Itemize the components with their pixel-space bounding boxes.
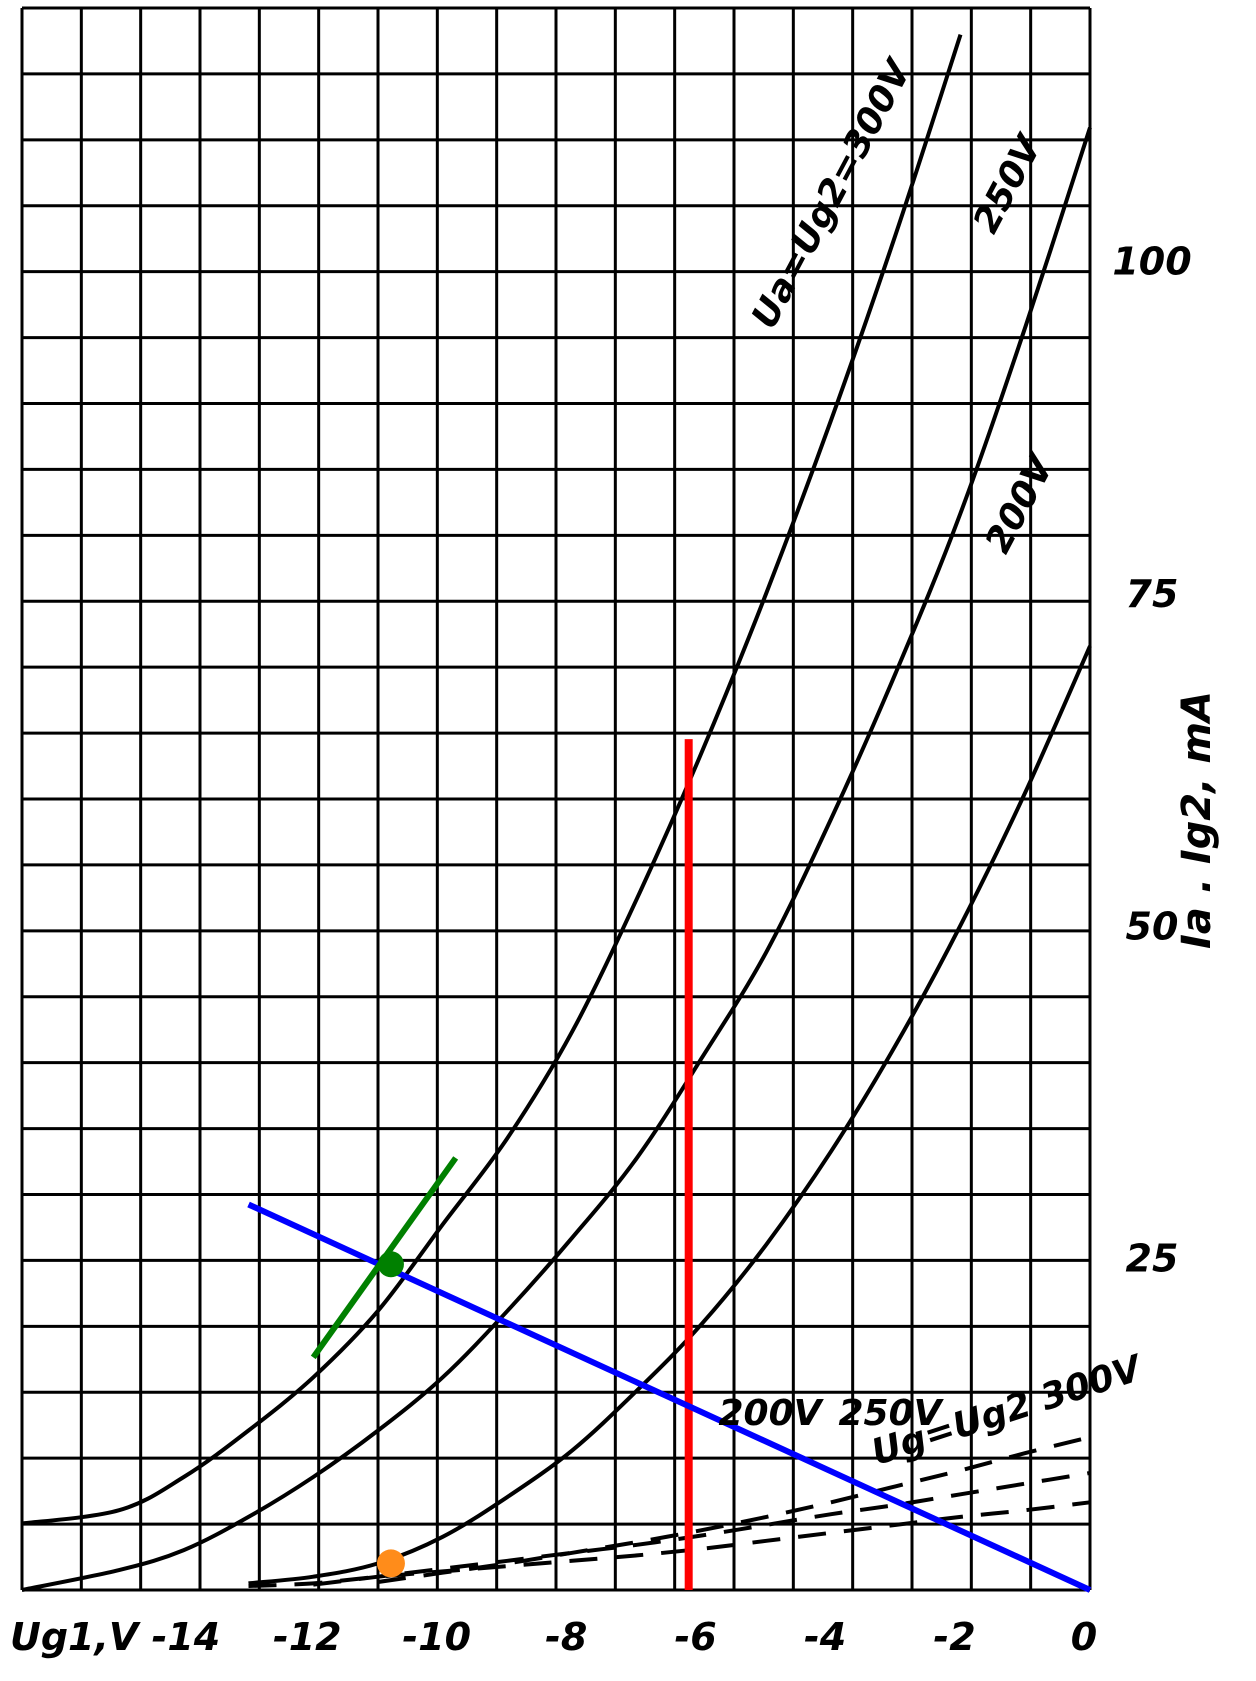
series-line-0 (21, 33, 963, 1526)
y-tick-label: 75 (1126, 572, 1179, 616)
curves (21, 33, 1092, 1592)
y-tick-label: 100 (1112, 240, 1191, 284)
curve-label-300v: Ua=Ug2=300V (744, 51, 921, 335)
x-tick-label: -6 (675, 1615, 717, 1659)
x-tick-label: 0 (1071, 1615, 1097, 1659)
dashed-label-250v: 250V (838, 1393, 944, 1434)
blue-load-line (247, 1201, 1092, 1593)
y-tick-label: 25 (1126, 1237, 1179, 1281)
y-tick-label: 50 (1126, 904, 1179, 948)
series-line-5 (377, 1435, 1091, 1584)
orange-point (376, 1549, 405, 1578)
series-line-1 (21, 126, 1092, 1592)
x-tick-label: -8 (545, 1615, 587, 1659)
x-tick-label: -12 (273, 1615, 342, 1659)
curve-label-250v: 250V (966, 127, 1052, 240)
x-axis-title-with-tick: Ug1,V -14 (10, 1615, 220, 1659)
green-point (377, 1251, 404, 1278)
x-axis-label: Ug1,V (10, 1615, 141, 1659)
x-tick-label: -10 (402, 1615, 471, 1659)
series-line-3 (248, 1500, 1091, 1588)
y-axis-label: Ia . Ig2, mA (1174, 691, 1220, 949)
x-tick-label: -14 (138, 1615, 220, 1659)
grid (20, 6, 1092, 1592)
x-tick-label: -4 (804, 1615, 846, 1659)
series-line-2 (248, 645, 1092, 1586)
dashed-label-200v: 200V (718, 1393, 824, 1434)
series-line-4 (313, 1471, 1091, 1587)
x-tick-label: -2 (933, 1615, 975, 1659)
curve-label-200v: 200V (978, 447, 1064, 560)
overlays (247, 739, 1092, 1593)
